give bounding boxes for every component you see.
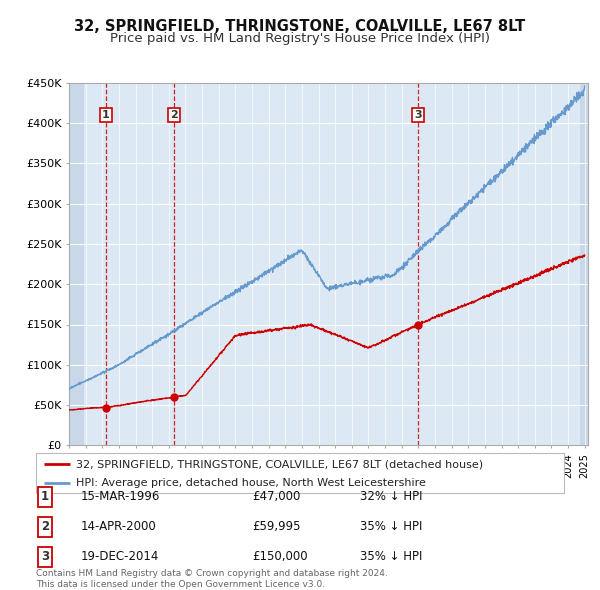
Text: 3: 3 [41, 550, 49, 563]
Text: 2: 2 [41, 520, 49, 533]
Text: £59,995: £59,995 [252, 520, 301, 533]
Text: £150,000: £150,000 [252, 550, 308, 563]
Text: Price paid vs. HM Land Registry's House Price Index (HPI): Price paid vs. HM Land Registry's House … [110, 32, 490, 45]
Text: 19-DEC-2014: 19-DEC-2014 [81, 550, 160, 563]
Text: Contains HM Land Registry data © Crown copyright and database right 2024.
This d: Contains HM Land Registry data © Crown c… [36, 569, 388, 589]
Text: 3: 3 [414, 110, 422, 120]
Bar [69, 83, 85, 445]
Text: 35% ↓ HPI: 35% ↓ HPI [360, 520, 422, 533]
Text: £47,000: £47,000 [252, 490, 301, 503]
Text: HPI: Average price, detached house, North West Leicestershire: HPI: Average price, detached house, Nort… [76, 478, 425, 488]
Text: 1: 1 [102, 110, 110, 120]
Text: 2: 2 [170, 110, 178, 120]
Bar [580, 83, 588, 445]
Text: 32% ↓ HPI: 32% ↓ HPI [360, 490, 422, 503]
Text: 32, SPRINGFIELD, THRINGSTONE, COALVILLE, LE67 8LT: 32, SPRINGFIELD, THRINGSTONE, COALVILLE,… [74, 19, 526, 34]
Text: 32, SPRINGFIELD, THRINGSTONE, COALVILLE, LE67 8LT (detached house): 32, SPRINGFIELD, THRINGSTONE, COALVILLE,… [76, 459, 483, 469]
Text: 1: 1 [41, 490, 49, 503]
Text: 35% ↓ HPI: 35% ↓ HPI [360, 550, 422, 563]
Text: 14-APR-2000: 14-APR-2000 [81, 520, 157, 533]
Text: 15-MAR-1996: 15-MAR-1996 [81, 490, 160, 503]
